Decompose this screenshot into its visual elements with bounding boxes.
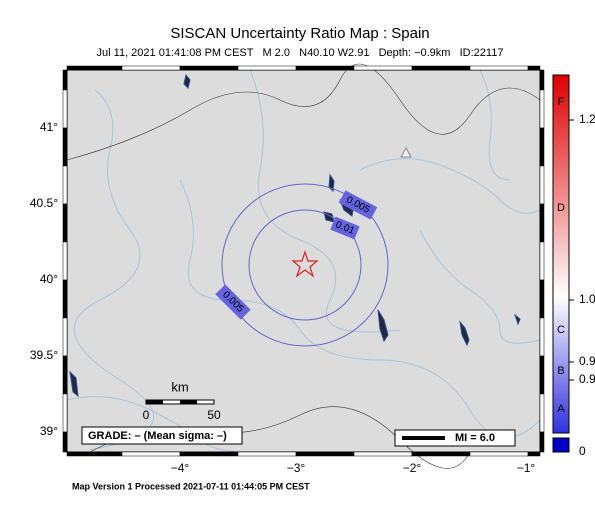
frame-segment (62, 241, 68, 281)
map: 0.005 0.01 0.005 km 0 50 GRADE: – (Mean … (30, 63, 545, 475)
frame-segment (179, 65, 239, 71)
frame-segment (62, 69, 68, 91)
colorbar-label: 1.2 (579, 112, 595, 126)
river (249, 69, 401, 333)
epicenter-star (291, 250, 319, 278)
frame-segment (539, 241, 545, 281)
frame-segment (411, 65, 471, 71)
lon-label: −1° (517, 461, 536, 475)
frame-segment (66, 451, 123, 457)
map-area (67, 70, 540, 452)
frame-segment (66, 65, 123, 71)
contour (221, 183, 389, 347)
river (359, 158, 541, 214)
frame-segment (411, 451, 471, 457)
frame-segment (539, 69, 545, 91)
colorbar-letter: D (557, 202, 565, 214)
frame-segment (353, 451, 413, 457)
colorbar-letter: A (557, 403, 565, 415)
colorbar-zero (552, 437, 570, 453)
frame-segment (539, 355, 545, 395)
mi-box (394, 429, 516, 447)
mi: MI = 6.0 (455, 432, 495, 444)
scale-bar (146, 400, 163, 404)
frame-segment (539, 279, 545, 319)
frame-segment (539, 431, 545, 453)
frame-segment (527, 65, 541, 71)
frame-segment (539, 393, 545, 433)
frame-segment (539, 89, 545, 129)
lat-label: 41° (40, 120, 58, 134)
lat-label: 39° (40, 424, 58, 438)
frame-segment (237, 451, 297, 457)
frame-segment (179, 451, 239, 457)
colorbar-letter: C (557, 324, 565, 336)
frame-segment (62, 89, 68, 129)
frame-segment (62, 203, 68, 243)
lake (69, 370, 79, 398)
boundary (66, 63, 541, 161)
frame-segment (527, 451, 541, 457)
lake (183, 73, 191, 89)
lon-label: −3° (287, 461, 306, 475)
colorbar: F D C B A 1.2 1.0 0.9 0.9 0 (552, 74, 595, 458)
scale-bar (180, 400, 197, 404)
frame-segment (469, 65, 529, 71)
river (419, 229, 541, 344)
lat-label: 39.5° (30, 348, 58, 362)
frame-segment (237, 65, 297, 71)
frame-segment (469, 451, 529, 457)
frame-segment (62, 355, 68, 395)
colorbar-label: 1.0 (579, 292, 595, 306)
frame-segment (121, 451, 181, 457)
lat-label: 40° (40, 272, 58, 286)
frame-segment (62, 127, 68, 167)
frame-segment (62, 165, 68, 205)
frame-segment (295, 451, 355, 457)
scale-tick: 50 (207, 408, 221, 422)
frame-segment (295, 65, 355, 71)
river (66, 396, 241, 453)
grade: GRADE: – (Mean sigma: –) (88, 430, 227, 442)
colorbar-label: 0 (579, 444, 586, 458)
frame-segment (539, 317, 545, 357)
grade-box (81, 426, 243, 445)
frame-segment (539, 165, 545, 205)
footer: Map Version 1 Processed 2021-07-11 01:44… (72, 481, 310, 491)
colorbar-label: 0.9 (579, 372, 595, 386)
scale-unit: km (171, 379, 188, 394)
river (479, 69, 511, 181)
scale-tick: 0 (143, 408, 150, 422)
colorbar-gradient (552, 74, 570, 434)
river (179, 179, 541, 439)
colorbar-letter: B (557, 365, 564, 377)
lon-label: −2° (403, 461, 422, 475)
lat-label: 40.5° (30, 196, 58, 210)
frame-segment (62, 317, 68, 357)
colorbar-letter: F (558, 96, 565, 108)
frame-segment (121, 65, 181, 71)
frame-segment (62, 393, 68, 433)
frame-segment (62, 279, 68, 319)
lon-label: −4° (171, 461, 190, 475)
lake (513, 313, 521, 326)
lake (377, 309, 389, 343)
contour (248, 209, 362, 321)
contour-label: 0.01 (330, 216, 360, 240)
frame-ticks (62, 65, 545, 457)
subtitle: Jul 11, 2021 01:41:08 PM CEST M 2.0 N40.… (97, 47, 504, 59)
title: SISCAN Uncertainty Ratio Map : Spain (170, 25, 429, 42)
colorbar-label: 0.9 (579, 354, 595, 368)
frame-segment (62, 431, 68, 453)
frame-segment (539, 127, 545, 167)
station (400, 146, 412, 158)
lake (459, 320, 470, 347)
frame-segment (539, 203, 545, 243)
frame-segment (353, 65, 413, 71)
